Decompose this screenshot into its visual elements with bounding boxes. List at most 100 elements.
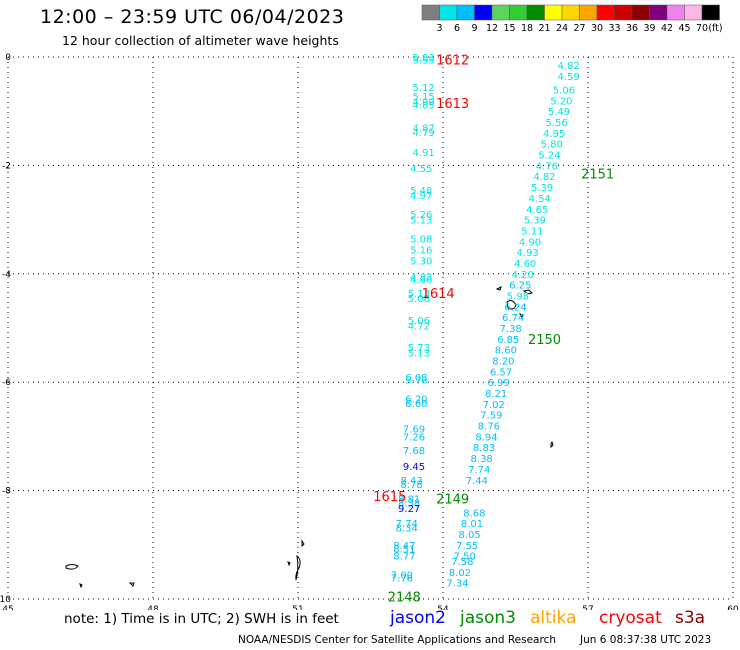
wave-height-value: 4.93 — [516, 248, 538, 259]
island-2 — [506, 300, 517, 310]
y-tick-label: -10 — [0, 595, 11, 605]
y-tick-label: -8 — [2, 487, 11, 497]
color-scale-label: 6 — [454, 23, 460, 34]
color-scale-label: 18 — [521, 23, 533, 34]
wave-height-value: 4.54 — [529, 194, 551, 205]
legend-cryosat: cryosat — [599, 608, 662, 628]
wave-height-value: 5.49 — [548, 107, 570, 118]
wave-height-value: 7.00 — [391, 571, 413, 582]
color-swatch-16 — [701, 4, 720, 21]
wave-height-value: 7.74 — [468, 465, 490, 476]
wave-height-value: 5.24 — [538, 151, 560, 162]
color-scale-unit: (ft) — [708, 23, 722, 34]
wave-height-value: 8.77 — [393, 552, 415, 563]
wave-height-value: 5.15 — [413, 92, 435, 103]
wave-height-value: 7.02 — [483, 400, 505, 411]
x-tick-label: 57 — [582, 605, 593, 610]
wave-height-value: 6.74 — [502, 313, 524, 324]
pass-number-label: 2149 — [436, 493, 469, 508]
wave-height-value: 8.21 — [485, 389, 507, 400]
color-scale-label: 3 — [436, 23, 442, 34]
color-scale-label: 9 — [471, 23, 477, 34]
island-4 — [519, 313, 524, 320]
color-scale-label: 33 — [608, 23, 620, 34]
wave-height-value: 5.39 — [524, 216, 546, 227]
pass-number-label: 1613 — [436, 97, 469, 112]
wave-height-value: 4.65 — [526, 205, 548, 216]
wave-height-value: 5.98 — [507, 291, 529, 302]
wave-height-value: 6.08 — [405, 373, 427, 384]
wave-height-value: 7.34 — [446, 579, 468, 590]
wave-height-value: 5.08 — [408, 294, 430, 305]
island-9 — [295, 554, 301, 581]
color-scale-label: 12 — [486, 23, 498, 34]
wave-height-value: 4.72 — [408, 321, 430, 332]
wave-height-value: 7.59 — [480, 411, 502, 422]
wave-height-value: 4.59 — [558, 72, 580, 83]
map-grid — [7, 56, 734, 600]
wave-height-value: 4.66 — [410, 275, 432, 286]
wave-height-value: 5.73 — [408, 343, 430, 354]
wave-height-value: 5.13 — [410, 216, 432, 227]
wave-height-value: 4.90 — [519, 237, 541, 248]
wave-height-value: 9.45 — [403, 462, 425, 473]
wave-height-value: 5.56 — [545, 118, 567, 129]
pass-number-label: 2150 — [528, 333, 561, 348]
wave-height-value: 4.55 — [410, 164, 432, 175]
wave-height-value: 4.95 — [543, 129, 565, 140]
wave-height-value: 5.08 — [410, 235, 432, 246]
wave-height-value: 5.20 — [550, 96, 572, 107]
wave-height-value: 6.57 — [490, 367, 512, 378]
wave-height-value: 5.26 — [410, 210, 432, 221]
x-tick-label: 54 — [437, 605, 449, 610]
map-subtitle: 12 hour collection of altimeter wave hei… — [62, 33, 339, 48]
y-tick-label: -2 — [2, 161, 11, 171]
island-outlines — [65, 286, 554, 589]
wave-height-value: 8.60 — [495, 346, 517, 357]
color-scale-bar: 3 6 9 12 15 18 21 24 27 30 33 36 39 42 45 70 (ft) — [421, 4, 723, 34]
wave-height-value: 6.99 — [487, 378, 509, 389]
generated-timestamp: Jun 6 08:37:38 UTC 2023 — [580, 634, 712, 646]
wave-height-value: 7.26 — [403, 432, 425, 443]
pass-number-label: 1615 — [373, 490, 406, 505]
wave-height-value: 8.02 — [449, 568, 471, 579]
wave-height-value: 7.69 — [403, 424, 425, 435]
y-tick-label: -6 — [2, 378, 11, 388]
y-tick-label: -4 — [2, 270, 11, 280]
island-10 — [301, 539, 305, 548]
wave-height-value: 8.38 — [398, 499, 420, 510]
wave-height-value: 6.85 — [497, 335, 519, 346]
wave-height-value: 8.01 — [461, 519, 483, 530]
wave-height-value: 5.16 — [410, 245, 432, 256]
island-11 — [287, 561, 291, 567]
legend-jason2: jason2 — [390, 608, 446, 628]
wave-height-value: 4.91 — [413, 148, 435, 159]
island-6 — [65, 564, 79, 570]
wave-height-value: 8.20 — [492, 357, 514, 368]
legend-jason3: jason3 — [460, 608, 516, 628]
pass-number-label: 1614 — [422, 287, 455, 302]
wave-height-value: 7.50 — [454, 552, 476, 563]
wave-height-value: 6.20 — [405, 394, 427, 405]
wave-height-value: 5.39 — [531, 183, 553, 194]
wave-height-value: 7.55 — [456, 541, 478, 552]
wave-height-value: 4.82 — [558, 61, 580, 72]
wave-height-value: 6.24 — [504, 302, 526, 313]
wave-height-value: 8.34 — [396, 523, 418, 534]
wave-height-value: 6.25 — [509, 281, 531, 292]
island-7 — [79, 583, 83, 589]
wave-height-value: 5.83 — [413, 53, 435, 64]
color-scale-label: 24 — [556, 23, 568, 34]
units-note: note: 1) Time is in UTC; 2) SWH is in fe… — [64, 611, 339, 627]
wave-height-value: 5.11 — [521, 226, 543, 237]
wave-height-value: 4.85 — [413, 101, 435, 112]
pass-number-label: 2148 — [388, 590, 421, 605]
wave-height-value: 4.97 — [410, 191, 432, 202]
wave-height-value: 4.83 — [410, 273, 432, 284]
map-title: 12:00 – 23:59 UTC 06/04/2023 — [40, 6, 345, 28]
island-3 — [522, 289, 533, 295]
wave-height-value: 4.20 — [512, 270, 534, 281]
wave-height-value: 7.58 — [451, 557, 473, 568]
wave-height-value: 5.30 — [410, 256, 432, 267]
x-tick-label: 45 — [2, 605, 13, 610]
